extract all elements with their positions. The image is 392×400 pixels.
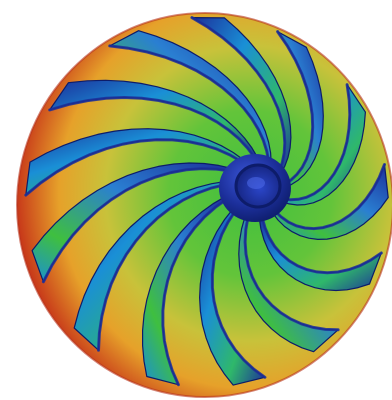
impeller-blade-edge <box>273 163 386 231</box>
impeller-blade-edge <box>190 16 287 173</box>
impeller-blade-edge <box>260 215 383 275</box>
impeller-blade-edge <box>24 138 243 197</box>
impeller-blade-edge <box>48 95 257 160</box>
impeller-blade-edge <box>161 197 229 387</box>
impeller-disk <box>16 12 392 398</box>
impeller-hub <box>219 154 291 222</box>
impeller-blade-edge <box>108 44 271 163</box>
impeller-blade-edge <box>243 215 340 332</box>
impeller-blade-edge <box>281 83 352 202</box>
impeller-blade-edge <box>210 209 267 379</box>
impeller-blade-edge <box>276 30 315 186</box>
impeller-blade-edge <box>41 167 233 284</box>
impeller-blade-edge <box>97 182 228 352</box>
impeller-blades <box>24 16 389 387</box>
